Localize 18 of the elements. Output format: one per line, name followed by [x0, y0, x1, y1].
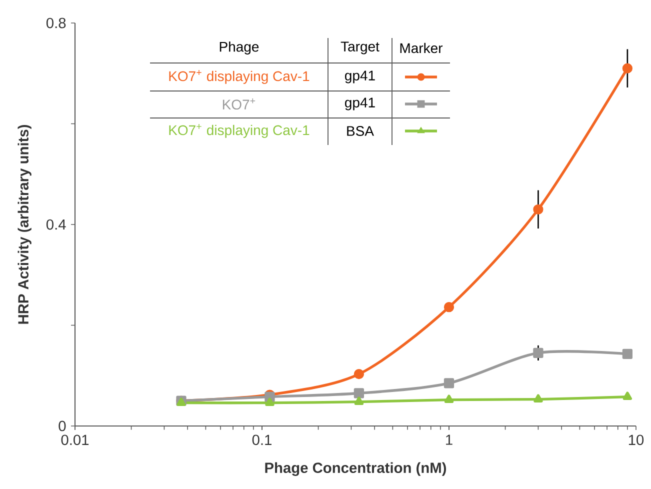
x-tick-label: 1: [446, 434, 452, 445]
text: KO7$^{+}$ displaying Cav-1: [169, 124, 310, 138]
x-tick-label: 0.01: [61, 434, 89, 446]
y-axis-title: HRP Activity (arbitrary units): [18, 125, 32, 324]
annotation: Phage: [220, 41, 259, 55]
y-tick-label: 0.8: [46, 18, 66, 28]
annotation: gp41: [345, 98, 375, 110]
annotation: BSA: [347, 126, 374, 136]
text: KO7$^{+}$: [222, 98, 256, 110]
text: KO7$^{+}$ displaying Cav-1: [169, 70, 310, 84]
annotation: gp41: [345, 70, 375, 84]
x-tick-label: 10: [628, 434, 644, 446]
x-axis-title: Phage Concentration (nM): [265, 462, 446, 476]
y-tick-label: 0: [58, 420, 66, 432]
annotation: Marker: [400, 42, 443, 54]
x-tick-label: 0.1: [252, 434, 272, 446]
annotation: Target: [340, 42, 380, 54]
y-tick-label: 0.4: [46, 219, 66, 230]
